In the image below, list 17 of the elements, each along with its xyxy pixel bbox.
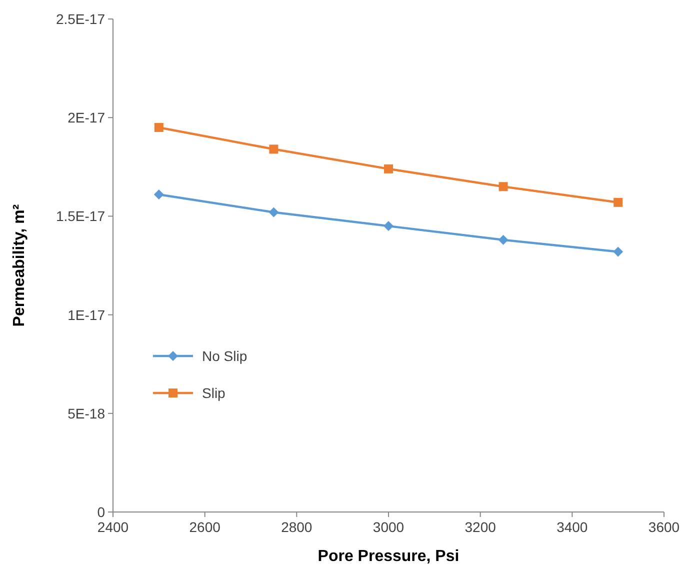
y-tick-label: 1.5E-17 [56, 208, 106, 224]
x-tick-label: 2400 [97, 519, 129, 535]
x-tick-label: 3600 [648, 519, 680, 535]
x-tick-label: 2800 [281, 519, 312, 535]
y-tick-label: 2.5E-17 [56, 11, 106, 27]
x-axis-title: Pore Pressure, Psi [318, 548, 460, 565]
y-tick-label: 1E-17 [68, 306, 106, 323]
y-tick-label: 5E-18 [68, 405, 106, 422]
y-axis-title: Permeability, m² [11, 204, 28, 327]
x-tick-label: 2600 [189, 519, 221, 535]
x-tick-label: 3200 [464, 519, 496, 535]
legend-label: No Slip [202, 348, 248, 364]
x-tick-label: 3000 [372, 519, 404, 535]
y-tick-label: 0 [97, 504, 106, 520]
x-tick-label: 3400 [556, 519, 588, 535]
y-tick-label: 2E-17 [68, 110, 106, 126]
legend-label: Slip [202, 385, 226, 401]
